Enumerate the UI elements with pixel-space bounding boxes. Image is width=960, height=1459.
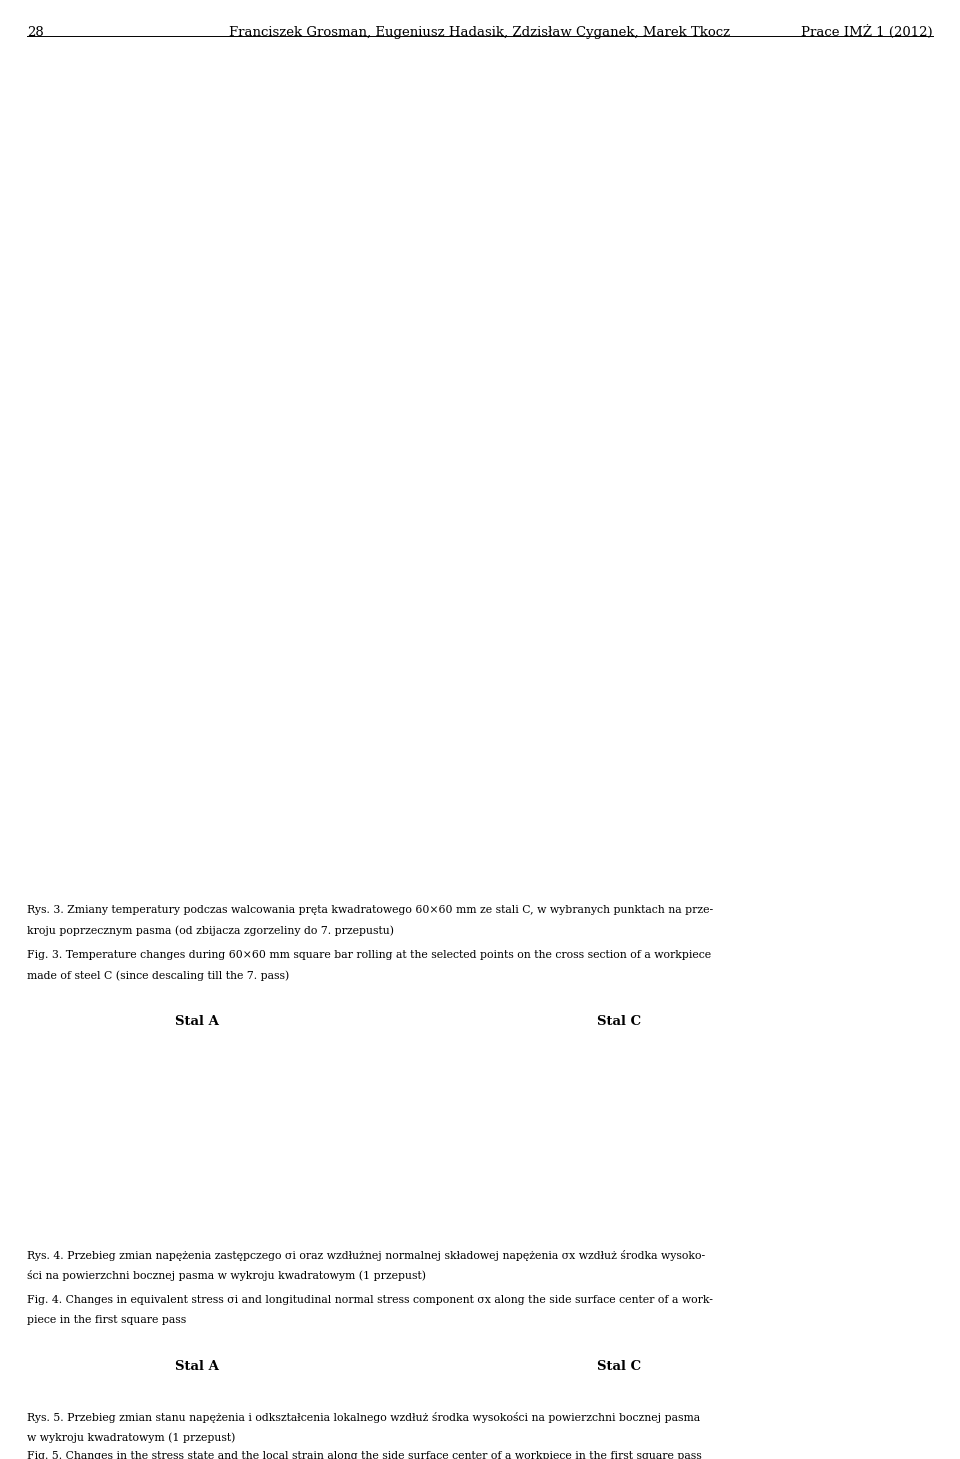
Text: Stal A: Stal A (175, 1360, 219, 1373)
Text: kroju poprzecznym pasma (od zbijacza zgorzeliny do 7. przepustu): kroju poprzecznym pasma (od zbijacza zgo… (27, 925, 394, 935)
Text: Prace IMŻ 1 (2012): Prace IMŻ 1 (2012) (802, 25, 933, 39)
Text: made of steel C (since descaling till the 7. pass): made of steel C (since descaling till th… (27, 970, 289, 980)
Text: Fig. 5. Changes in the stress state and the local strain along the side surface : Fig. 5. Changes in the stress state and … (27, 1450, 702, 1459)
Text: Stal A: Stal A (175, 1015, 219, 1027)
Text: Rys. 5. Przebieg zmian stanu napężenia i odkształcenia lokalnego wzdłuż środka w: Rys. 5. Przebieg zmian stanu napężenia i… (27, 1412, 700, 1423)
Text: Fig. 4. Changes in equivalent stress σi and longitudinal normal stress component: Fig. 4. Changes in equivalent stress σi … (27, 1296, 712, 1304)
Text: ści na powierzchni bocznej pasma w wykroju kwadratowym (1 przepust): ści na powierzchni bocznej pasma w wykro… (27, 1269, 426, 1281)
Text: w wykroju kwadratowym (1 przepust): w wykroju kwadratowym (1 przepust) (27, 1433, 235, 1443)
Text: Rys. 3. Zmiany temperatury podczas walcowania pręta kwadratowego 60×60 mm ze sta: Rys. 3. Zmiany temperatury podczas walco… (27, 905, 713, 915)
Text: Rys. 4. Przebieg zmian napężenia zastępczego σi oraz wzdłużnej normalnej składow: Rys. 4. Przebieg zmian napężenia zastępc… (27, 1249, 705, 1261)
Text: piece in the first square pass: piece in the first square pass (27, 1316, 186, 1325)
Text: Franciszek Grosman, Eugeniusz Hadasik, Zdzisław Cyganek, Marek Tkocz: Franciszek Grosman, Eugeniusz Hadasik, Z… (229, 25, 731, 38)
Text: Fig. 3. Temperature changes during 60×60 mm square bar rolling at the selected p: Fig. 3. Temperature changes during 60×60… (27, 950, 711, 960)
Text: 28: 28 (27, 25, 43, 38)
Text: Stal C: Stal C (597, 1360, 641, 1373)
Text: Stal C: Stal C (597, 1015, 641, 1027)
